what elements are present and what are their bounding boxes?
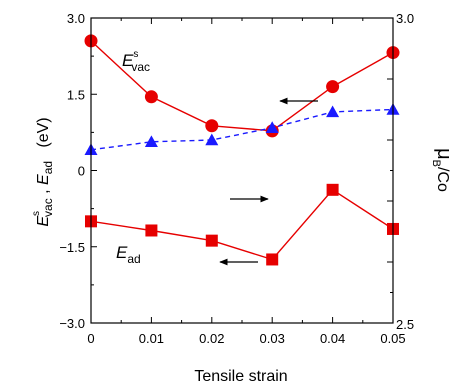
left-axis-label: Esvac , Ead (eV) — [31, 117, 55, 226]
y-tick-label: 1.5 — [67, 87, 85, 102]
series-layer — [84, 34, 400, 266]
y-tick-label: −3.0 — [59, 316, 85, 331]
tick-labels: 0 0.01 0.02 0.03 0.04 0.05 3.0 1.5 0 −1.5 −3.0 3.0 2… — [59, 11, 414, 346]
plot-frame — [90, 17, 394, 324]
series-2-point-2 — [205, 133, 219, 146]
series-2-point-3 — [265, 121, 279, 133]
series-2-line — [90, 108, 394, 151]
evac-label: Es vac — [122, 49, 150, 74]
y-tick-label: 0 — [78, 164, 85, 179]
x-tick-label: 0 — [87, 331, 94, 346]
series-1-point-4 — [326, 183, 339, 196]
x-tick-label: 0.02 — [199, 331, 224, 346]
right-tick-label: 3.0 — [396, 11, 414, 26]
ead-label: Ead — [116, 243, 141, 266]
x-tick-label: 0.03 — [260, 331, 285, 346]
series-1-line — [90, 188, 394, 261]
y-tick-label: 3.0 — [67, 11, 85, 26]
right-axis-label: μB/Co — [430, 148, 453, 192]
series-0-point-2 — [205, 119, 219, 133]
series-0-line — [90, 40, 394, 132]
x-axis-label: Tensile strain — [194, 368, 287, 385]
right-tick-label: 2.5 — [396, 317, 414, 332]
x-tick-label: 0.01 — [139, 331, 164, 346]
series-2-point-1 — [144, 135, 158, 148]
series-2-point-4 — [326, 105, 340, 118]
series-0-point-1 — [144, 90, 158, 104]
series-1-point-3 — [266, 253, 279, 266]
series-1-point-2 — [205, 234, 218, 247]
x-tick-label: 0.05 — [380, 331, 405, 346]
x-tick-label: 0.04 — [320, 331, 345, 346]
series-1-point-1 — [145, 224, 158, 237]
y-tick-label: −1.5 — [59, 240, 85, 255]
series-0-point-4 — [326, 80, 340, 94]
